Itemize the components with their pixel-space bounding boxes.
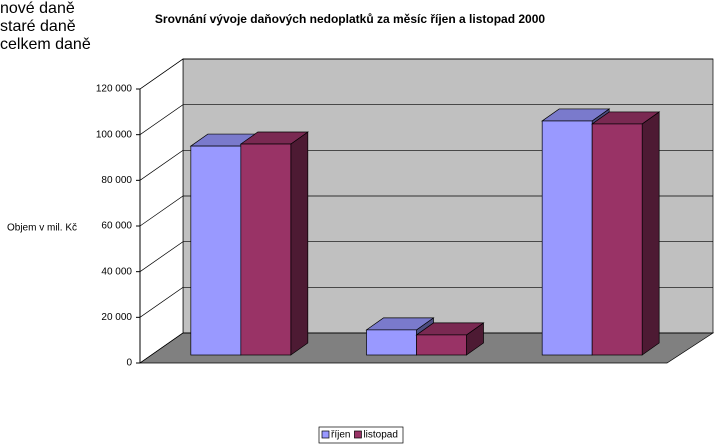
legend-swatch bbox=[354, 430, 362, 439]
y-tick-label: 100 000 bbox=[96, 129, 133, 140]
y-tick-label: 0 bbox=[126, 358, 132, 369]
legend-label: říjen bbox=[331, 430, 350, 441]
grid-line bbox=[139, 241, 713, 272]
grid-line bbox=[139, 332, 713, 364]
x-tick-label: nové daně bbox=[0, 0, 75, 17]
grid-line bbox=[139, 195, 713, 227]
y-axis-title: Objem v mil. Kč bbox=[7, 223, 77, 234]
bar bbox=[416, 334, 467, 356]
legend-label: listopad bbox=[363, 430, 397, 441]
bar bbox=[591, 123, 643, 356]
bar-side bbox=[641, 111, 660, 356]
chart-title: Srovnání vývoje daňových nedoplatků za m… bbox=[155, 12, 545, 26]
y-tick-label: 120 000 bbox=[96, 84, 133, 95]
grid-line bbox=[139, 58, 713, 90]
legend-swatch bbox=[321, 430, 330, 439]
y-tick-label: 80 000 bbox=[101, 175, 132, 186]
x-tick-label: staré daně bbox=[0, 18, 76, 35]
x-tick-label: celkem daně bbox=[0, 36, 91, 53]
grid-line bbox=[139, 286, 713, 318]
grid-line bbox=[139, 149, 713, 181]
y-tick-label: 40 000 bbox=[101, 266, 132, 277]
bar bbox=[190, 145, 242, 356]
bar-side bbox=[290, 131, 309, 356]
bar bbox=[541, 120, 593, 356]
y-tick-label: 20 000 bbox=[101, 312, 132, 323]
bar bbox=[240, 143, 292, 356]
y-tick-label: 60 000 bbox=[101, 221, 132, 232]
grid-line bbox=[139, 104, 713, 135]
bar bbox=[366, 329, 417, 356]
